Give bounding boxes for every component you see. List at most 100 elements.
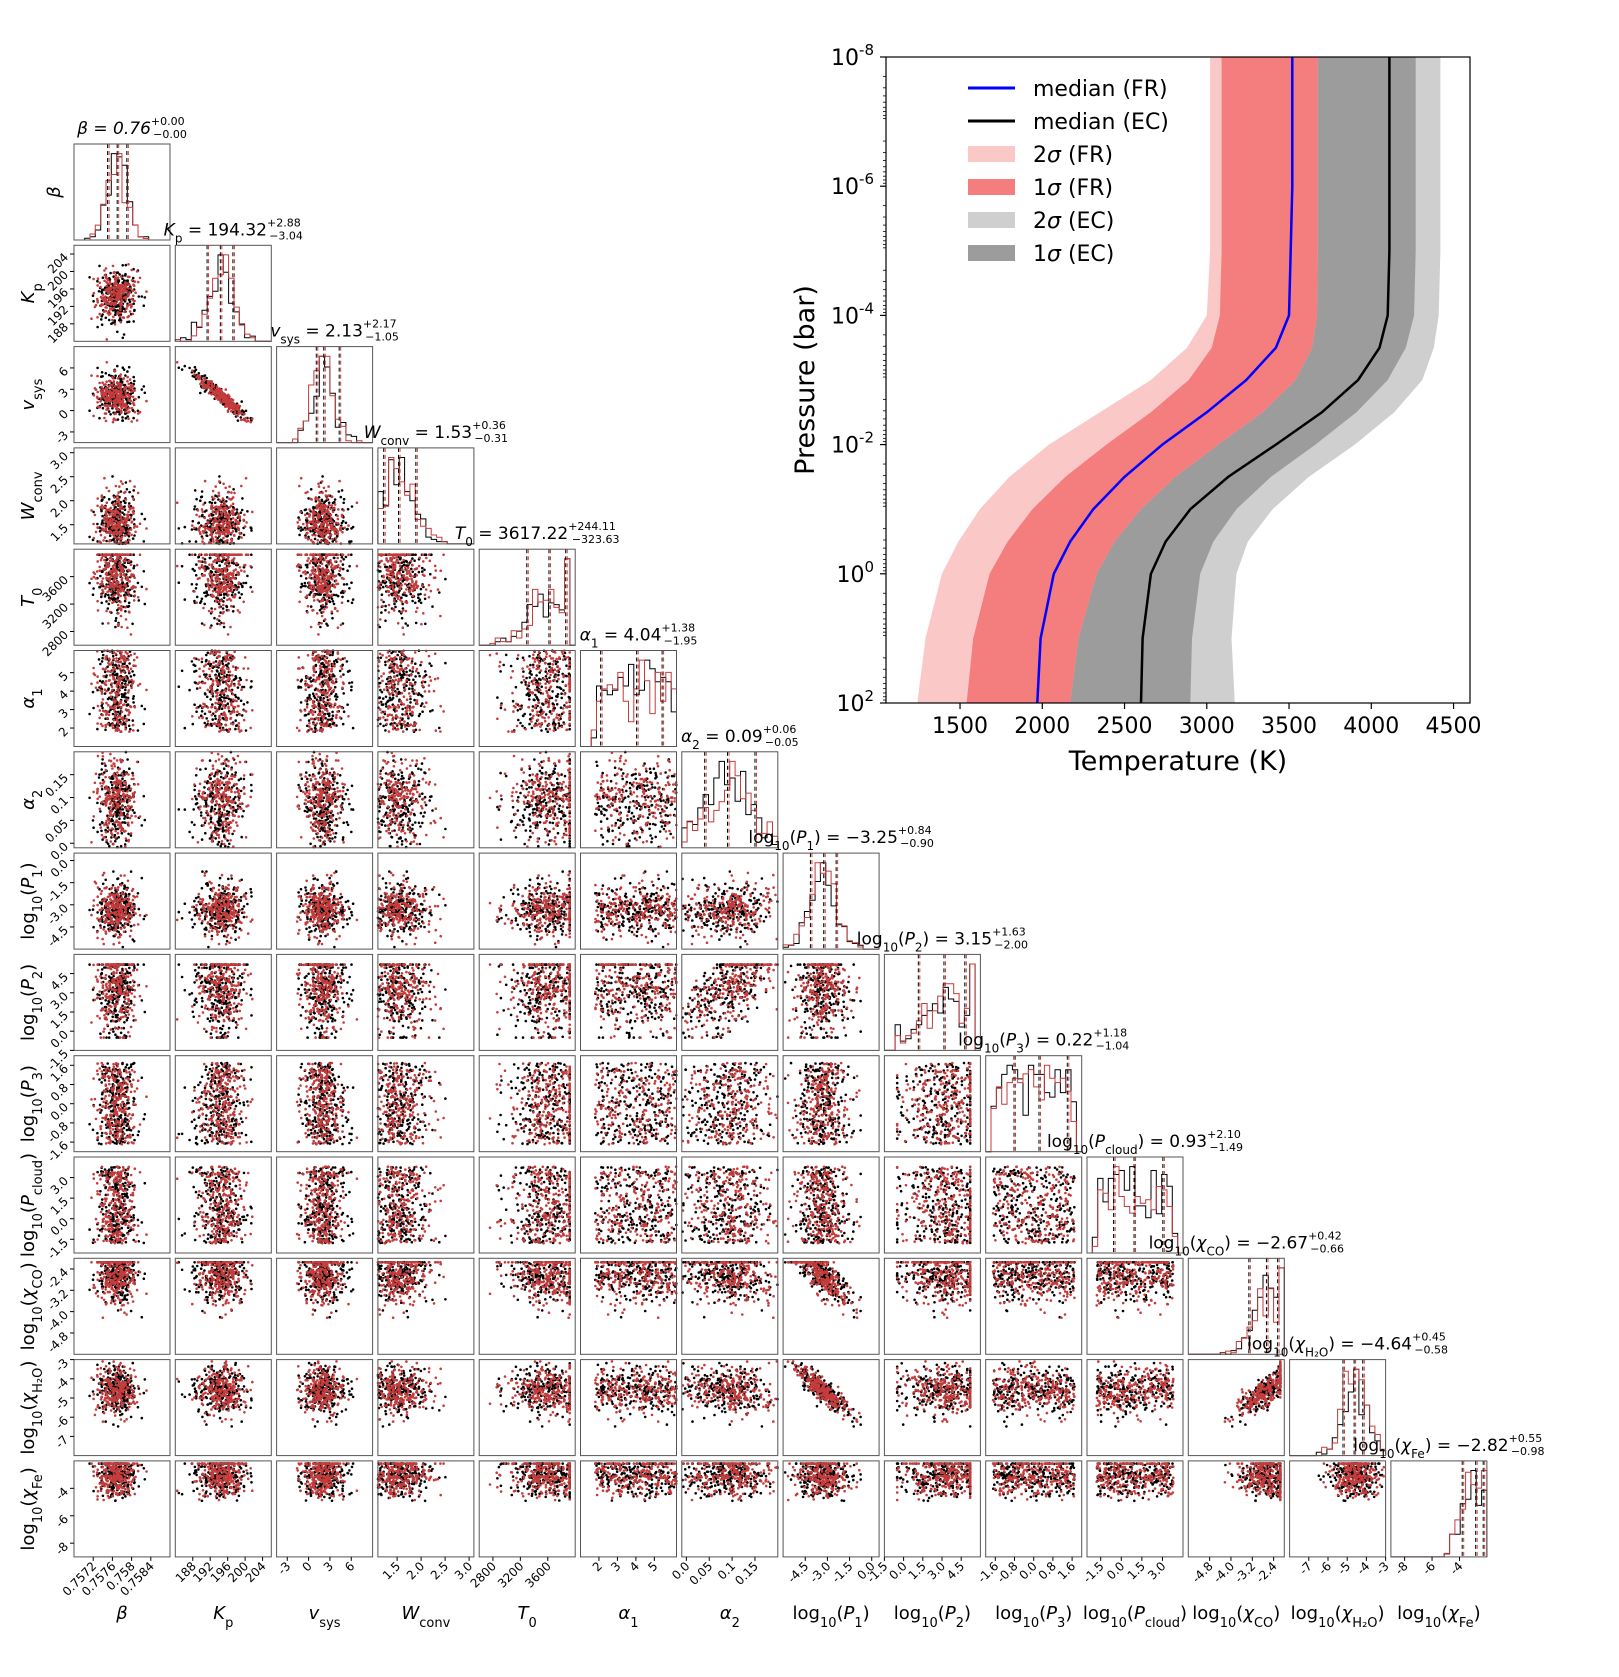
sample-point [122, 288, 125, 291]
sample-point [113, 271, 116, 274]
sample-point [105, 405, 108, 408]
sample-point [130, 298, 133, 301]
sample-point [105, 275, 108, 278]
sample-point [132, 320, 135, 323]
sample-point [105, 420, 108, 423]
sample-point [141, 388, 144, 391]
sample-point [134, 398, 137, 401]
sample-point [112, 294, 115, 297]
sample-point [126, 305, 129, 308]
sample-point [96, 326, 99, 329]
sample-point [125, 417, 128, 420]
sample-point [199, 392, 202, 395]
y-tick-label: 0 [56, 407, 71, 422]
sample-point [132, 295, 135, 298]
histogram-title: β = 0.76+0.00 −0.00 [76, 115, 187, 141]
sample-point [114, 375, 117, 378]
title-upper-error: +0.00 [151, 115, 185, 128]
sample-point [105, 396, 108, 399]
sample-point [136, 270, 139, 273]
sample-point [130, 287, 133, 290]
sample-point [130, 400, 133, 403]
sample-point [115, 274, 118, 277]
sample-point [101, 289, 104, 292]
sample-point [93, 292, 96, 295]
sample-point [121, 264, 124, 267]
sample-point [114, 323, 117, 326]
sample-point [110, 400, 113, 403]
sample-point [128, 366, 131, 369]
sample-point [117, 271, 120, 274]
sample-point [130, 384, 133, 387]
sample-point [131, 407, 134, 410]
sample-point [96, 391, 99, 394]
sample-point [94, 306, 97, 309]
sample-point [105, 310, 108, 313]
sample-point [112, 298, 115, 301]
sample-point [101, 313, 104, 316]
sample-point [108, 319, 111, 322]
sample-point [122, 399, 125, 402]
sample-point [92, 415, 95, 418]
sample-point [109, 281, 112, 284]
sample-point [98, 417, 101, 420]
sample-point [115, 408, 118, 411]
sample-point [88, 276, 91, 279]
sample-point [127, 411, 130, 414]
sample-point [115, 405, 118, 408]
label-main: β [44, 186, 65, 199]
sample-point [110, 323, 113, 326]
sample-point [113, 287, 116, 290]
sample-point [126, 370, 129, 373]
sample-point [102, 388, 105, 391]
sample-point [143, 304, 146, 307]
sample-point [92, 294, 95, 297]
sample-point [128, 389, 131, 392]
sample-point [105, 387, 108, 390]
sample-point [122, 337, 125, 340]
sample-point [133, 300, 136, 303]
sample-point [111, 308, 114, 311]
sample-point [113, 417, 116, 420]
sample-point [127, 393, 130, 396]
sample-point [129, 300, 132, 303]
sample-point [99, 286, 102, 289]
sample-point [126, 316, 129, 319]
sample-point [118, 383, 121, 386]
sample-point [112, 265, 115, 268]
sample-point [145, 400, 148, 403]
sample-point [144, 392, 147, 395]
sample-point [133, 389, 136, 392]
sample-point [132, 302, 135, 305]
sample-point [96, 280, 99, 283]
sample-point [133, 284, 136, 287]
sample-point [123, 377, 126, 380]
sample-point [108, 410, 111, 413]
y-tick-label: 3 [56, 385, 71, 400]
sample-point [121, 402, 124, 405]
sample-point [98, 382, 101, 385]
sample-point [114, 385, 117, 388]
sample-point [113, 282, 116, 285]
sample-point [132, 277, 135, 280]
sample-point [133, 380, 136, 383]
sample-point [125, 264, 128, 267]
sample-point [105, 306, 108, 309]
sample-point [127, 287, 130, 290]
sample-point [117, 291, 120, 294]
sample-point [124, 374, 127, 377]
sample-point [120, 405, 123, 408]
sample-point [114, 303, 117, 306]
sample-point [94, 387, 97, 390]
sample-point [121, 419, 124, 422]
sample-point [102, 293, 105, 296]
sample-point [130, 305, 133, 308]
sample-point [119, 309, 122, 312]
sample-point [112, 316, 115, 319]
sample-point [104, 400, 107, 403]
sample-point [96, 367, 99, 370]
sample-point [101, 381, 104, 384]
sample-point [128, 320, 131, 323]
